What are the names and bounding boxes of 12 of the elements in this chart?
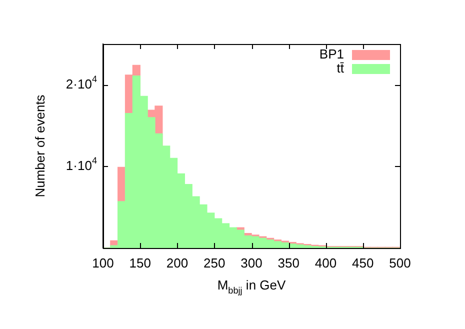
legend-label: tt̄ (336, 60, 344, 76)
x-tick-label: 500 (389, 255, 411, 270)
x-tick-label: 450 (352, 255, 374, 270)
x-tick-label: 150 (129, 255, 151, 270)
x-tick-label: 350 (278, 255, 300, 270)
x-tick-label: 400 (314, 255, 337, 270)
x-tick-label: 250 (204, 255, 226, 270)
x-tick-label: 100 (92, 255, 114, 270)
legend-label: BP1 (319, 46, 344, 62)
y-axis-title: Number of events (32, 94, 48, 198)
x-tick-label: 300 (240, 255, 262, 270)
x-tick-label: 200 (166, 255, 188, 270)
